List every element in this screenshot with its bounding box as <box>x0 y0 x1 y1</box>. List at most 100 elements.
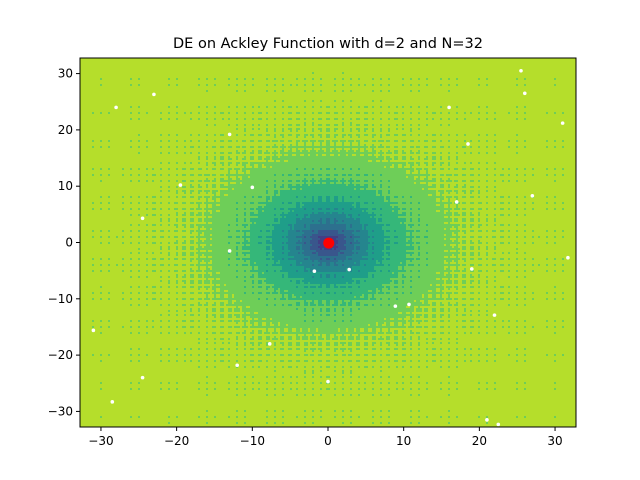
contour-cell <box>98 220 100 222</box>
contour-cell <box>94 214 96 216</box>
contour-cell <box>114 296 116 298</box>
contour-cell <box>88 292 90 294</box>
contour-cell <box>90 224 92 226</box>
contour-cell <box>92 246 94 248</box>
contour-cell <box>112 194 114 196</box>
contour-cell <box>104 388 106 390</box>
contour-cell <box>82 346 84 348</box>
contour-cell <box>98 170 100 172</box>
contour-cell <box>108 306 110 308</box>
contour-cell <box>82 300 84 302</box>
contour-cell <box>90 340 92 342</box>
contour-cell <box>108 70 110 72</box>
contour-cell <box>94 224 96 226</box>
contour-cell <box>106 300 108 302</box>
contour-cell <box>112 276 114 278</box>
contour-cell <box>90 122 92 124</box>
contour-cell <box>82 188 84 190</box>
contour-cell <box>104 286 106 288</box>
contour-cell <box>84 190 86 192</box>
contour-cell <box>110 346 112 348</box>
contour-cell <box>84 124 86 126</box>
contour-cell <box>86 282 88 284</box>
contour-cell <box>98 366 100 368</box>
contour-cell <box>114 268 116 270</box>
contour-cell <box>88 266 90 268</box>
contour-cell <box>104 106 106 108</box>
contour-cell <box>90 344 92 346</box>
contour-cell <box>98 386 100 388</box>
contour-cell <box>102 390 104 392</box>
contour-cell <box>100 250 102 252</box>
contour-cell <box>110 214 112 216</box>
contour-cell <box>94 288 96 290</box>
contour-cell <box>110 220 112 222</box>
contour-cell <box>94 222 96 224</box>
contour-cell <box>90 92 92 94</box>
contour-cell <box>94 142 96 144</box>
contour-cell <box>116 204 118 206</box>
contour-cell <box>110 380 112 382</box>
contour-cell <box>100 286 102 288</box>
contour-cell <box>104 116 106 118</box>
contour-cell <box>108 250 110 252</box>
contour-cell <box>100 382 102 384</box>
contour-cell <box>82 112 84 114</box>
contour-cell <box>96 108 98 110</box>
contour-cell <box>110 360 112 362</box>
contour-cell <box>96 264 98 266</box>
contour-cell <box>108 164 110 166</box>
contour-cell <box>86 78 88 80</box>
contour-cell <box>112 150 114 152</box>
contour-cell <box>84 270 86 272</box>
contour-cell <box>96 394 98 396</box>
contour-cell <box>116 146 118 148</box>
contour-cell <box>106 174 108 176</box>
contour-cell <box>112 410 114 412</box>
contour-cell <box>88 424 90 426</box>
contour-cell <box>82 290 84 292</box>
contour-cell <box>110 274 112 276</box>
contour-cell <box>94 384 96 386</box>
contour-cell <box>94 392 96 394</box>
contour-cell <box>108 174 110 176</box>
contour-cell <box>98 142 100 144</box>
contour-cell <box>84 356 86 358</box>
contour-cell <box>84 184 86 186</box>
contour-cell <box>88 114 90 116</box>
contour-cell <box>92 196 94 198</box>
contour-cell <box>106 326 108 328</box>
contour-cell <box>96 416 98 418</box>
contour-cell <box>114 134 116 136</box>
contour-cell <box>90 194 92 196</box>
contour-cell <box>90 300 92 302</box>
contour-cell <box>98 418 100 420</box>
contour-cell <box>94 98 96 100</box>
contour-cell <box>98 178 100 180</box>
contour-cell <box>110 234 112 236</box>
contour-cell <box>96 104 98 106</box>
contour-cell <box>88 82 90 84</box>
contour-cell <box>86 244 88 246</box>
contour-cell <box>104 278 106 280</box>
contour-cell <box>98 358 100 360</box>
contour-cell <box>114 256 116 258</box>
contour-cell <box>108 358 110 360</box>
contour-cell <box>84 262 86 264</box>
contour-cell <box>96 422 98 424</box>
contour-cell <box>84 118 86 120</box>
contour-cell <box>86 148 88 150</box>
contour-cell <box>88 188 90 190</box>
contour-cell <box>98 314 100 316</box>
contour-cell <box>82 238 84 240</box>
contour-cell <box>114 316 116 318</box>
contour-cell <box>84 66 86 68</box>
contour-cell <box>114 152 116 154</box>
contour-cell <box>88 310 90 312</box>
contour-cell <box>96 200 98 202</box>
contour-cell <box>84 90 86 92</box>
contour-cell <box>102 74 104 76</box>
contour-cell <box>106 224 108 226</box>
contour-cell <box>86 374 88 376</box>
contour-cell <box>82 66 84 68</box>
